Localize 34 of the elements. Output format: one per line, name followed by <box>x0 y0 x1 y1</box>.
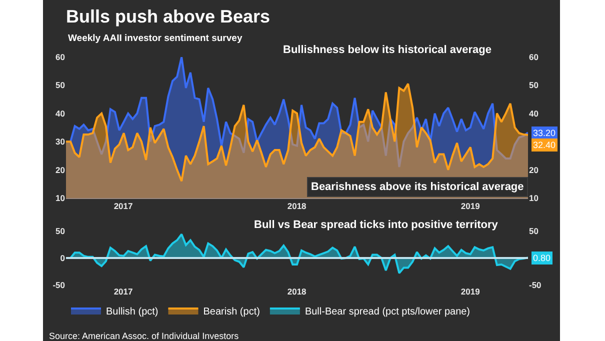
y-tick-label: 20 <box>56 164 66 175</box>
chart-subtitle: Weekly AAII investor sentiment survey <box>68 33 243 44</box>
y-tick-label: 0 <box>60 252 66 263</box>
x-tick-label: 2018 <box>287 201 307 212</box>
x-tick-label: 2019 <box>460 286 480 296</box>
y-tick-label: 50 <box>56 80 66 90</box>
y-tick-label: 10 <box>56 192 66 203</box>
data-label: 32.40 <box>533 140 556 150</box>
data-label: 33.20 <box>533 128 556 138</box>
data-label: 0.80 <box>533 253 551 263</box>
y2-tick-label: -50 <box>529 280 542 290</box>
chart-title: Bulls push above Bears <box>66 6 270 26</box>
annotation: Bull vs Bear spread ticks into positive territory <box>254 219 499 231</box>
legend-label: Bearish (pct) <box>203 306 260 318</box>
y-tick-label: 50 <box>56 226 66 236</box>
y2-tick-label: 40 <box>529 108 539 118</box>
x-tick-label: 2019 <box>460 201 480 212</box>
text: Bullishness below its historical average <box>283 44 492 56</box>
y2-tick-label: 20 <box>529 164 539 175</box>
y2-tick-label: 60 <box>529 52 539 62</box>
x-tick-label: 2017 <box>114 201 133 212</box>
x-tick-label: 2017 <box>114 286 133 296</box>
legend-label: Bull-Bear spread (pct pts/lower pane) <box>304 306 470 318</box>
x-tick-label: 2018 <box>287 286 307 296</box>
y-tick-label: 30 <box>56 136 66 147</box>
y2-tick-label: 10 <box>529 192 539 203</box>
annotation: Bearishness above its historical average <box>311 181 524 193</box>
y-tick-label: 60 <box>56 52 66 62</box>
source-note: Source: American Assoc. of Individual Investors <box>49 331 240 341</box>
y2-tick-label: 50 <box>529 226 539 236</box>
y-tick-label: -50 <box>52 280 66 290</box>
y-tick-label: 40 <box>56 108 66 118</box>
legend-label: Bullish (pct) <box>106 306 158 318</box>
y2-tick-label: 50 <box>529 80 539 90</box>
